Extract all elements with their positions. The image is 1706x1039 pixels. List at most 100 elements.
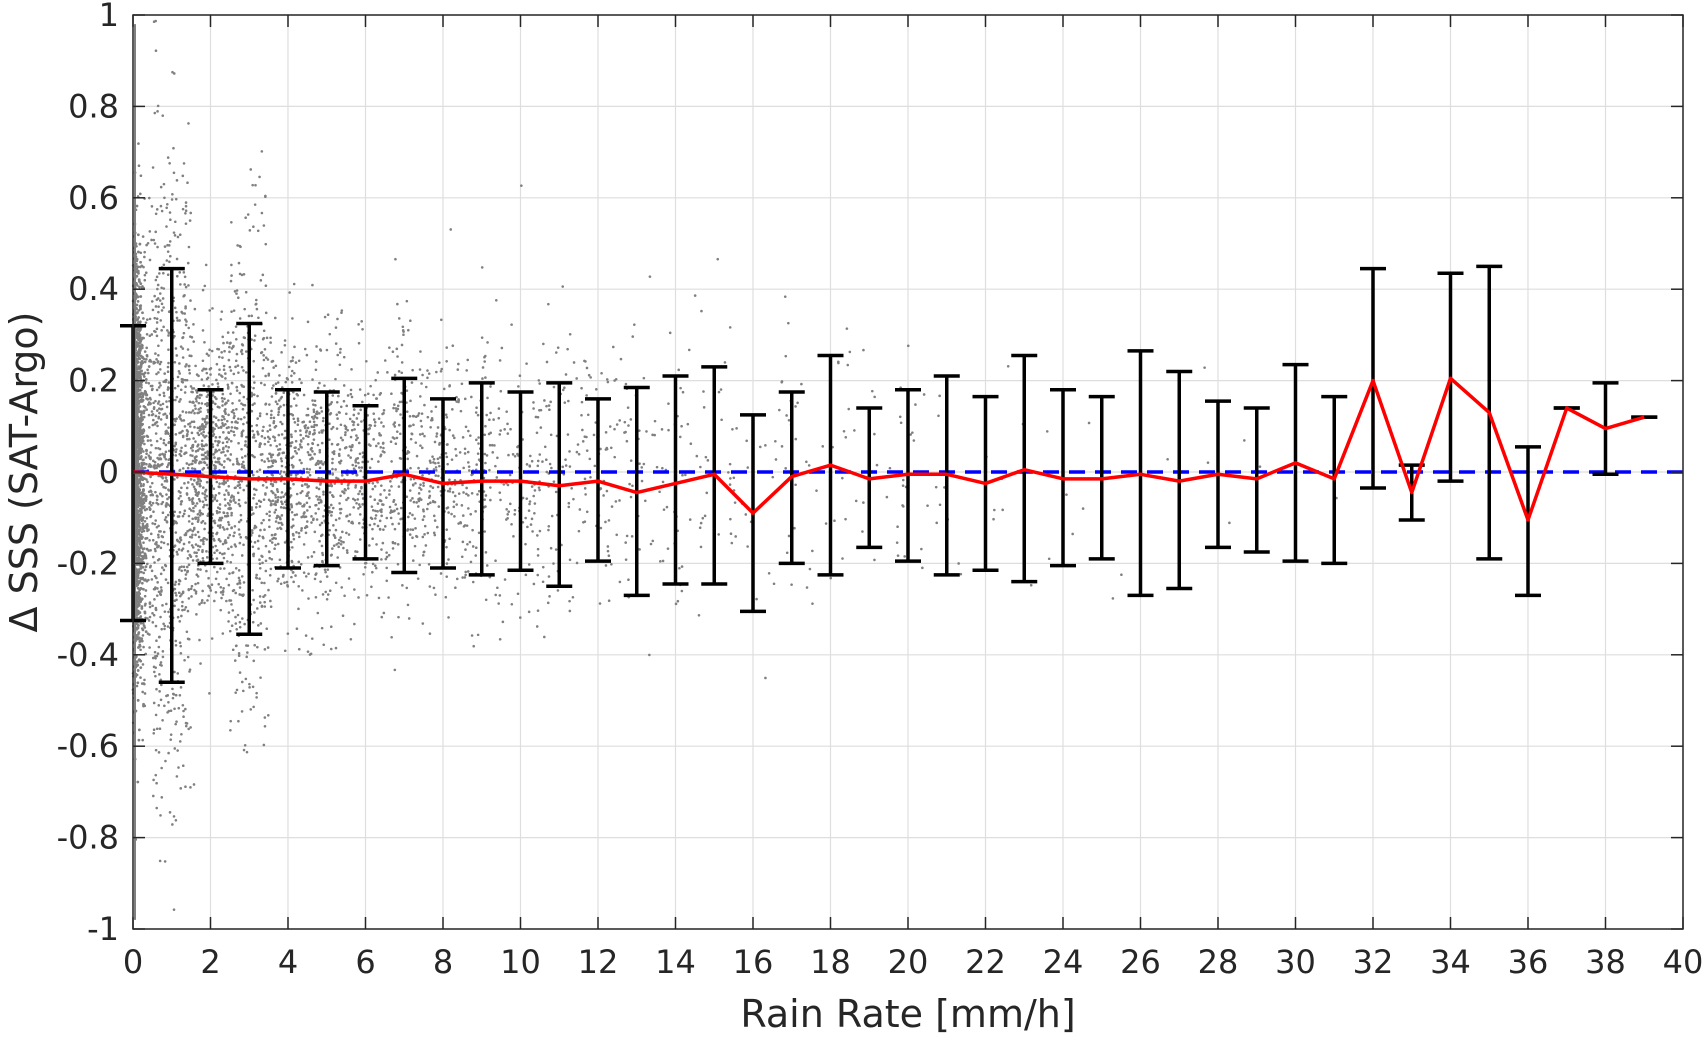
scatter-point (234, 525, 237, 528)
scatter-point (475, 439, 478, 442)
scatter-point (245, 436, 248, 439)
scatter-point (467, 461, 470, 464)
scatter-point (357, 323, 360, 326)
scatter-point (242, 690, 245, 693)
scatter-point (140, 396, 143, 399)
scatter-point (572, 596, 575, 599)
scatter-point (620, 358, 623, 361)
scatter-point (269, 500, 272, 503)
scatter-point (259, 415, 262, 418)
scatter-point (137, 583, 140, 586)
scatter-point (825, 522, 828, 525)
scatter-point (216, 363, 219, 366)
scatter-point (153, 728, 156, 731)
scatter-point (337, 443, 340, 446)
scatter-point (230, 500, 233, 503)
scatter-point (653, 434, 656, 437)
scatter-point (140, 546, 143, 549)
scatter-point (273, 436, 276, 439)
scatter-point (411, 381, 414, 384)
scatter-point (488, 469, 491, 472)
scatter-point (347, 394, 350, 397)
scatter-point (611, 505, 614, 508)
scatter-point (356, 474, 359, 477)
scatter-point (192, 502, 195, 505)
scatter-point (284, 344, 287, 347)
scatter-point (375, 543, 378, 546)
scatter-point (794, 438, 797, 441)
scatter-point (334, 378, 337, 381)
scatter-point (351, 521, 354, 524)
scatter-point (233, 434, 236, 437)
scatter-point (222, 543, 225, 546)
scatter-point (311, 284, 314, 287)
scatter-point (163, 628, 166, 631)
scatter-point (206, 378, 209, 381)
scatter-point (255, 424, 258, 427)
scatter-point (526, 526, 529, 529)
scatter-point (417, 498, 420, 501)
scatter-point (223, 493, 226, 496)
scatter-point (194, 534, 197, 537)
scatter-point (447, 506, 450, 509)
scatter-point (275, 509, 278, 512)
scatter-point (165, 603, 168, 606)
scatter-point (295, 473, 298, 476)
scatter-point (156, 440, 159, 443)
scatter-point (1048, 557, 1051, 560)
scatter-point (255, 440, 258, 443)
scatter-point (233, 498, 236, 501)
scatter-point (406, 458, 409, 461)
scatter-point (140, 577, 143, 580)
scatter-point (307, 572, 310, 575)
scatter-point (256, 646, 259, 649)
scatter-point (421, 474, 424, 477)
scatter-point (640, 466, 643, 469)
scatter-point (242, 461, 245, 464)
scatter-point (254, 541, 257, 544)
scatter-point (263, 605, 266, 608)
scatter-point (471, 634, 474, 637)
scatter-point (280, 460, 283, 463)
scatter-point (138, 510, 141, 513)
scatter-point (151, 578, 154, 581)
scatter-point (889, 467, 892, 470)
scatter-point (230, 280, 233, 283)
scatter-point (321, 560, 324, 563)
scatter-point (183, 294, 186, 297)
scatter-point (472, 545, 475, 548)
scatter-point (920, 548, 923, 551)
scatter-point (202, 540, 205, 543)
scatter-point (181, 500, 184, 503)
scatter-point (245, 656, 248, 659)
scatter-point (350, 389, 353, 392)
scatter-point (145, 381, 148, 384)
scatter-point (193, 479, 196, 482)
scatter-point (157, 284, 160, 287)
scatter-point (534, 502, 537, 505)
scatter-point (251, 184, 254, 187)
scatter-point (197, 549, 200, 552)
scatter-point (420, 420, 423, 423)
scatter-point (379, 493, 382, 496)
scatter-point (489, 486, 492, 489)
scatter-point (187, 550, 190, 553)
scatter-point (201, 590, 204, 593)
scatter-point (161, 309, 164, 312)
scatter-point (808, 464, 811, 467)
scatter-point (193, 485, 196, 488)
scatter-point (168, 260, 171, 263)
scatter-point (201, 599, 204, 602)
scatter-point (142, 459, 145, 462)
scatter-point (139, 371, 142, 374)
scatter-point (205, 372, 208, 375)
scatter-point (165, 451, 168, 454)
scatter-point (157, 297, 160, 300)
scatter-point (873, 396, 876, 399)
scatter-point (167, 334, 170, 337)
scatter-point (179, 491, 182, 494)
scatter-point (533, 512, 536, 515)
scatter-point (239, 536, 242, 539)
scatter-point (205, 489, 208, 492)
scatter-point (455, 454, 458, 457)
